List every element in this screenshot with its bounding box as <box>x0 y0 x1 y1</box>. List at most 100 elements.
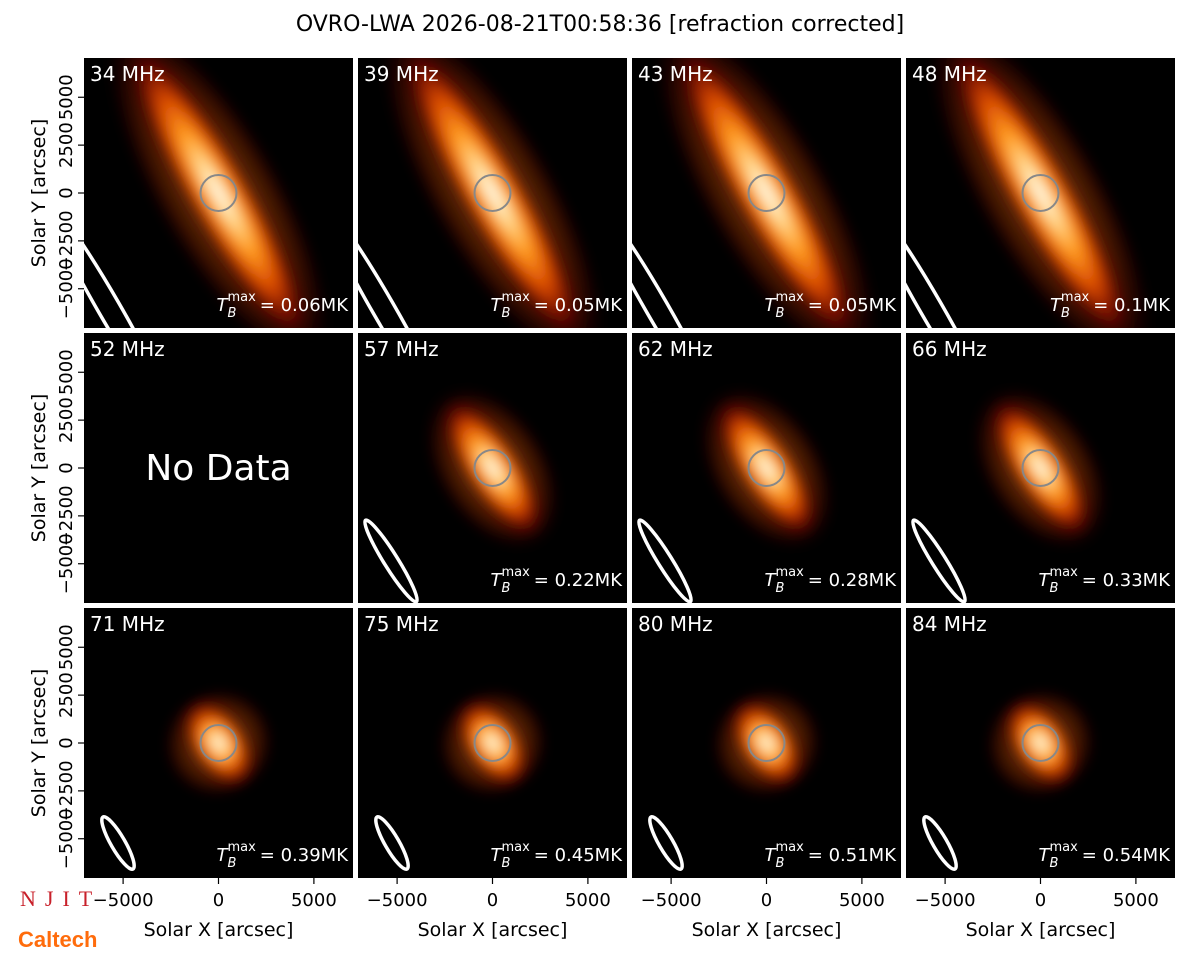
tb-max-label: TBmax = 0.06MK <box>217 290 350 321</box>
panel-title: 71 MHz <box>90 612 165 636</box>
tb-sup: max <box>775 565 804 580</box>
emission <box>990 398 1091 538</box>
panel-title: 84 MHz <box>912 612 987 636</box>
emission <box>1004 699 1077 787</box>
beam <box>906 202 994 328</box>
panel-image <box>648 687 823 871</box>
panel-image <box>358 58 608 328</box>
tb-sub: B <box>228 306 237 321</box>
x-axis-label: Solar X [arcsec] <box>966 919 1116 941</box>
tb-max-label: TBmax = 0.33MK <box>1039 565 1172 596</box>
x-tick-label: 5000 <box>1113 890 1159 911</box>
x-tick-label: 5000 <box>839 890 885 911</box>
tb-symbol: T <box>1039 845 1052 866</box>
solar-disk <box>1021 724 1060 762</box>
tb-symbol: T <box>765 845 778 866</box>
tb-max-label: TBmax = 0.22MK <box>491 565 624 596</box>
beam <box>632 202 720 328</box>
y-tick-label: 5000 <box>56 349 77 395</box>
y-tick-label: 2500 <box>56 672 77 718</box>
tb-sub: B <box>776 306 785 321</box>
y-tick-label: 2500 <box>56 397 77 443</box>
panel-background <box>84 333 353 603</box>
logo-njit: NJIT <box>20 886 101 911</box>
tb-symbol: T <box>217 845 230 866</box>
chart-title: OVRO-LWA 2026-08-21T00:58:36 [refraction… <box>296 12 904 37</box>
panel: TBmax = 0.05MK 39 MHz <box>358 58 627 328</box>
y-tick-label: 5000 <box>56 74 77 120</box>
tb-sup: max <box>227 840 256 855</box>
panel-image <box>100 687 275 871</box>
panel-title: 57 MHz <box>364 337 439 361</box>
solar-disk <box>747 174 786 212</box>
emission <box>456 699 529 787</box>
beam <box>100 815 136 871</box>
tb-value: = 0.39MK <box>260 845 349 866</box>
y-axis-label: Solar Y [arcsec] <box>28 669 50 817</box>
emission <box>948 58 1133 328</box>
panel: TBmax = 0.22MK 57 MHz <box>358 333 627 603</box>
tb-sub: B <box>1061 306 1070 321</box>
beam <box>922 815 958 871</box>
tb-value: = 0.22MK <box>534 570 623 591</box>
solar-disk <box>747 449 786 487</box>
tb-value: = 0.54MK <box>1082 845 1171 866</box>
tb-symbol: T <box>217 295 230 316</box>
solar-disk <box>473 449 512 487</box>
tb-sub: B <box>228 856 237 871</box>
x-axis-label: Solar X [arcsec] <box>144 919 294 941</box>
panel-title: 80 MHz <box>638 612 713 636</box>
panel: TBmax = 0.45MK 75 MHz −5000 0 5000 Solar X [ar… <box>358 608 627 941</box>
panel-title: 75 MHz <box>364 612 439 636</box>
beam <box>911 518 967 603</box>
tb-symbol: T <box>765 570 778 591</box>
tb-sub: B <box>776 581 785 596</box>
tb-symbol: T <box>491 845 504 866</box>
emission <box>716 398 817 538</box>
x-tick-label: 5000 <box>291 890 337 911</box>
panel-title: 66 MHz <box>912 337 987 361</box>
panel: TBmax = 0.39MK 71 MHz −5000 0 5000 Solar X [ar… <box>28 608 353 941</box>
y-tick-label: −5000 <box>56 808 77 869</box>
panel: TBmax = 0.28MK 62 MHz <box>632 333 901 603</box>
x-tick-label: 0 <box>761 890 772 911</box>
x-tick-label: −5000 <box>915 890 976 911</box>
panel-image <box>374 687 549 871</box>
emission <box>400 58 585 328</box>
tb-sub: B <box>1050 581 1059 596</box>
panel: TBmax = 0.33MK 66 MHz <box>906 333 1175 603</box>
panel: TBmax = 0.51MK 80 MHz −5000 0 5000 Solar X [ar… <box>632 608 901 941</box>
tb-sup: max <box>1061 290 1090 305</box>
emission <box>442 398 543 538</box>
tb-value: = 0.1MK <box>1093 295 1171 316</box>
y-tick-label: −2500 <box>56 485 77 546</box>
no-data: No Data <box>145 448 291 489</box>
y-tick-label: −2500 <box>56 210 77 271</box>
tb-max-label: TBmax = 0.54MK <box>1039 840 1172 871</box>
tb-sub: B <box>776 856 785 871</box>
tb-max-label: TBmax = 0.1MK <box>1050 290 1171 321</box>
y-axis-label: Solar Y [arcsec] <box>28 119 50 267</box>
solar-disk <box>199 724 238 762</box>
tb-max-label: TBmax = 0.05MK <box>765 290 898 321</box>
panel-image <box>363 384 562 603</box>
tb-symbol: T <box>491 295 504 316</box>
y-tick-label: 0 <box>56 187 77 198</box>
panel-image <box>84 58 334 328</box>
panel-title: 39 MHz <box>364 62 439 86</box>
tb-max-label: TBmax = 0.05MK <box>491 290 624 321</box>
solar-disk <box>747 724 786 762</box>
y-tick-label: 0 <box>56 462 77 473</box>
tb-symbol: T <box>491 570 504 591</box>
panel-image <box>911 384 1110 603</box>
y-tick-label: −5000 <box>56 258 77 319</box>
tb-sup: max <box>501 290 530 305</box>
tb-value: = 0.33MK <box>1082 570 1171 591</box>
tb-sup: max <box>1049 840 1078 855</box>
tb-sup: max <box>501 840 530 855</box>
tb-max-label: TBmax = 0.28MK <box>765 565 898 596</box>
tb-sub: B <box>502 306 511 321</box>
x-tick-label: −5000 <box>641 890 702 911</box>
